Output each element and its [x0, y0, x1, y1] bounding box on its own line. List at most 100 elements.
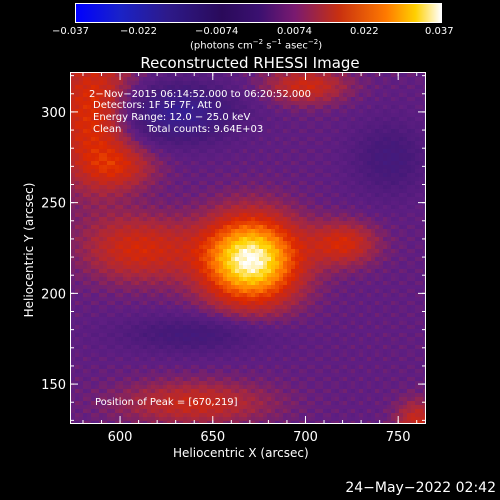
- heatmap-cell: [367, 141, 372, 146]
- heatmap-cell: [319, 261, 324, 266]
- heatmap-cell: [303, 197, 308, 202]
- heatmap-cell: [287, 249, 292, 254]
- heatmap-cell: [167, 245, 172, 250]
- heatmap-cell: [395, 97, 400, 102]
- heatmap-cell: [271, 181, 276, 186]
- heatmap-cell: [127, 213, 132, 218]
- heatmap-cell: [143, 149, 148, 154]
- heatmap-cell: [235, 197, 240, 202]
- heatmap-cell: [247, 165, 252, 170]
- heatmap-cell: [287, 181, 292, 186]
- heatmap-cell: [311, 265, 316, 270]
- heatmap-cell: [219, 217, 224, 222]
- heatmap-cell: [231, 141, 236, 146]
- heatmap-cell: [251, 213, 256, 218]
- heatmap-cell: [175, 249, 180, 254]
- heatmap-cell: [363, 293, 368, 298]
- heatmap-cell: [351, 289, 356, 294]
- heatmap-cell: [95, 117, 100, 122]
- heatmap-cell: [247, 85, 252, 90]
- heatmap-cell: [75, 149, 80, 154]
- heatmap-cell: [287, 153, 292, 158]
- heatmap-cell: [419, 281, 424, 286]
- heatmap-cell: [403, 129, 408, 134]
- heatmap-cell: [303, 133, 308, 138]
- heatmap-cell: [91, 273, 96, 278]
- heatmap-cell: [383, 273, 388, 278]
- heatmap-cell: [235, 165, 240, 170]
- heatmap-cell: [331, 113, 336, 118]
- heatmap-cell: [263, 85, 268, 90]
- heatmap-cell: [143, 217, 148, 222]
- heatmap-cell: [175, 109, 180, 114]
- heatmap-cell: [215, 89, 220, 94]
- heatmap-cell: [259, 289, 264, 294]
- heatmap-cell: [267, 185, 272, 190]
- heatmap-cell: [159, 213, 164, 218]
- heatmap-cell: [199, 145, 204, 150]
- heatmap-cell: [203, 213, 208, 218]
- heatmap-cell: [215, 141, 220, 146]
- heatmap-cell: [191, 121, 196, 126]
- heatmap-cell: [375, 205, 380, 210]
- heatmap-cell: [271, 277, 276, 282]
- heatmap-cell: [87, 185, 92, 190]
- heatmap-cell: [139, 209, 144, 214]
- heatmap-cell: [179, 97, 184, 102]
- heatmap-cell: [167, 209, 172, 214]
- heatmap-cell: [123, 229, 128, 234]
- heatmap-cell: [195, 177, 200, 182]
- heatmap-cell: [343, 269, 348, 274]
- heatmap-cell: [331, 185, 336, 190]
- heatmap-cell: [227, 185, 232, 190]
- heatmap-cell: [111, 137, 116, 142]
- heatmap-cell: [203, 233, 208, 238]
- heatmap-cell: [199, 253, 204, 258]
- heatmap-cell: [299, 101, 304, 106]
- heatmap-cell: [259, 253, 264, 258]
- heatmap-cell: [127, 177, 132, 182]
- heatmap-cell: [187, 281, 192, 286]
- heatmap-cell: [335, 241, 340, 246]
- heatmap-cell: [183, 93, 188, 98]
- heatmap-cell: [195, 237, 200, 242]
- heatmap-cell: [179, 293, 184, 298]
- heatmap-cell: [331, 109, 336, 114]
- heatmap-cell: [259, 217, 264, 222]
- heatmap-cell: [207, 249, 212, 254]
- heatmap-cell: [335, 193, 340, 198]
- heatmap-cell: [143, 281, 148, 286]
- heatmap-cell: [307, 185, 312, 190]
- heatmap-cell: [191, 201, 196, 206]
- heatmap-cell: [379, 233, 384, 238]
- heatmap-cell: [367, 77, 372, 82]
- heatmap-cell: [371, 173, 376, 178]
- heatmap-cell: [391, 181, 396, 186]
- heatmap-cell: [71, 253, 76, 258]
- heatmap-cell: [347, 109, 352, 114]
- heatmap-cell: [251, 189, 256, 194]
- heatmap-cell: [139, 281, 144, 286]
- heatmap-cell: [239, 165, 244, 170]
- heatmap-cell: [255, 229, 260, 234]
- heatmap-cell: [155, 189, 160, 194]
- heatmap-cell: [83, 169, 88, 174]
- heatmap-cell: [275, 245, 280, 250]
- heatmap-cell: [115, 213, 120, 218]
- heatmap-cell: [179, 237, 184, 242]
- heatmap-cell: [107, 217, 112, 222]
- heatmap-cell: [215, 109, 220, 114]
- heatmap-cell: [219, 213, 224, 218]
- heatmap-cell: [379, 153, 384, 158]
- heatmap-cell: [267, 141, 272, 146]
- heatmap-cell: [95, 73, 100, 78]
- heatmap-cell: [199, 213, 204, 218]
- heatmap-cell: [151, 157, 156, 162]
- heatmap-cell: [291, 237, 296, 242]
- heatmap-cell: [227, 157, 232, 162]
- heatmap-cell: [175, 173, 180, 178]
- heatmap-cell: [247, 153, 252, 158]
- heatmap-cell: [155, 141, 160, 146]
- heatmap-cell: [347, 277, 352, 282]
- heatmap-cell: [351, 245, 356, 250]
